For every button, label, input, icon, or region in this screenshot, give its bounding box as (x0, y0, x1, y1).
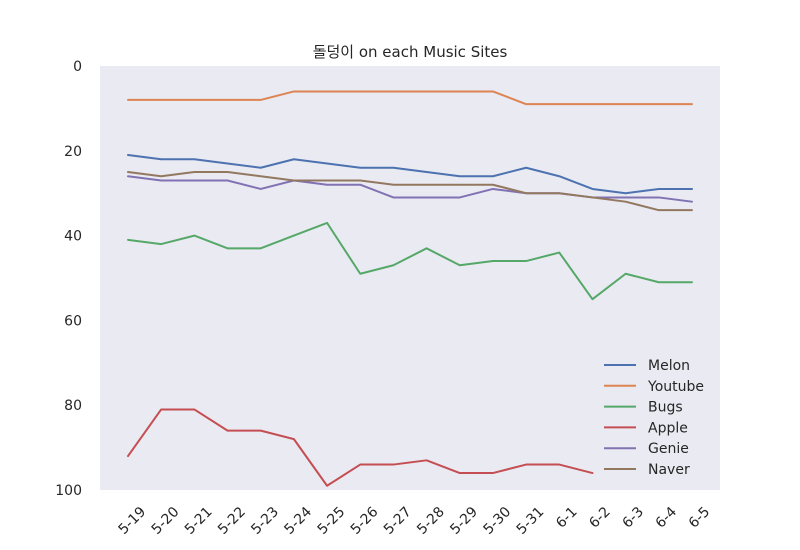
y-tick-label: 0 (73, 59, 82, 75)
x-axis: 5-19 5-20 5-21 5-22 5-23 5-24 5-25 5-26 5-27 5-28… (116, 504, 714, 538)
y-axis: 0 20 40 60 80 100 (55, 59, 82, 499)
series-lines (127, 90, 693, 487)
x-tick-label: 6-3 (619, 504, 646, 531)
x-tick-label: 5-27 (381, 504, 415, 538)
x-tick-label: 6-2 (586, 504, 613, 531)
x-tick-label: 5-23 (248, 504, 282, 538)
x-tick-label: 5-30 (480, 504, 514, 538)
x-tick-label: 5-25 (315, 504, 349, 538)
chart-title: 돌덩이 on each Music Sites (313, 43, 508, 61)
x-tick-label: 5-20 (149, 504, 183, 538)
series-line-melon (127, 154, 693, 195)
x-tick-label: 6-1 (553, 504, 580, 531)
y-tick-label: 100 (55, 483, 82, 499)
x-tick-label: 6-4 (653, 504, 681, 532)
plot-area (100, 66, 720, 490)
x-tick-label: 5-31 (514, 504, 548, 538)
y-tick-label: 60 (64, 313, 82, 329)
x-tick-label: 5-26 (348, 504, 382, 538)
series-line-youtube (127, 90, 693, 106)
series-line-apple (127, 408, 594, 487)
legend-label-bugs: Bugs (648, 400, 683, 416)
series-line-bugs (127, 221, 693, 301)
legend-label-genie: Genie (648, 441, 689, 457)
legend: Melon Youtube Bugs Apple Genie Naver (604, 358, 704, 478)
legend-label-apple: Apple (648, 420, 688, 436)
legend-label-youtube: Youtube (647, 379, 704, 395)
x-tick-label: 6-5 (686, 504, 713, 531)
x-tick-label: 5-21 (182, 504, 216, 538)
y-tick-label: 80 (64, 398, 82, 414)
series-line-naver (127, 171, 693, 212)
x-tick-label: 5-28 (414, 504, 448, 538)
legend-label-naver: Naver (648, 462, 690, 478)
x-tick-label: 5-29 (447, 504, 481, 538)
y-tick-label: 20 (64, 144, 82, 160)
x-tick-label: 5-24 (281, 504, 315, 538)
x-tick-label: 5-19 (116, 504, 150, 538)
x-tick-label: 5-22 (215, 504, 249, 538)
y-tick-label: 40 (64, 229, 82, 245)
legend-label-melon: Melon (648, 358, 690, 374)
